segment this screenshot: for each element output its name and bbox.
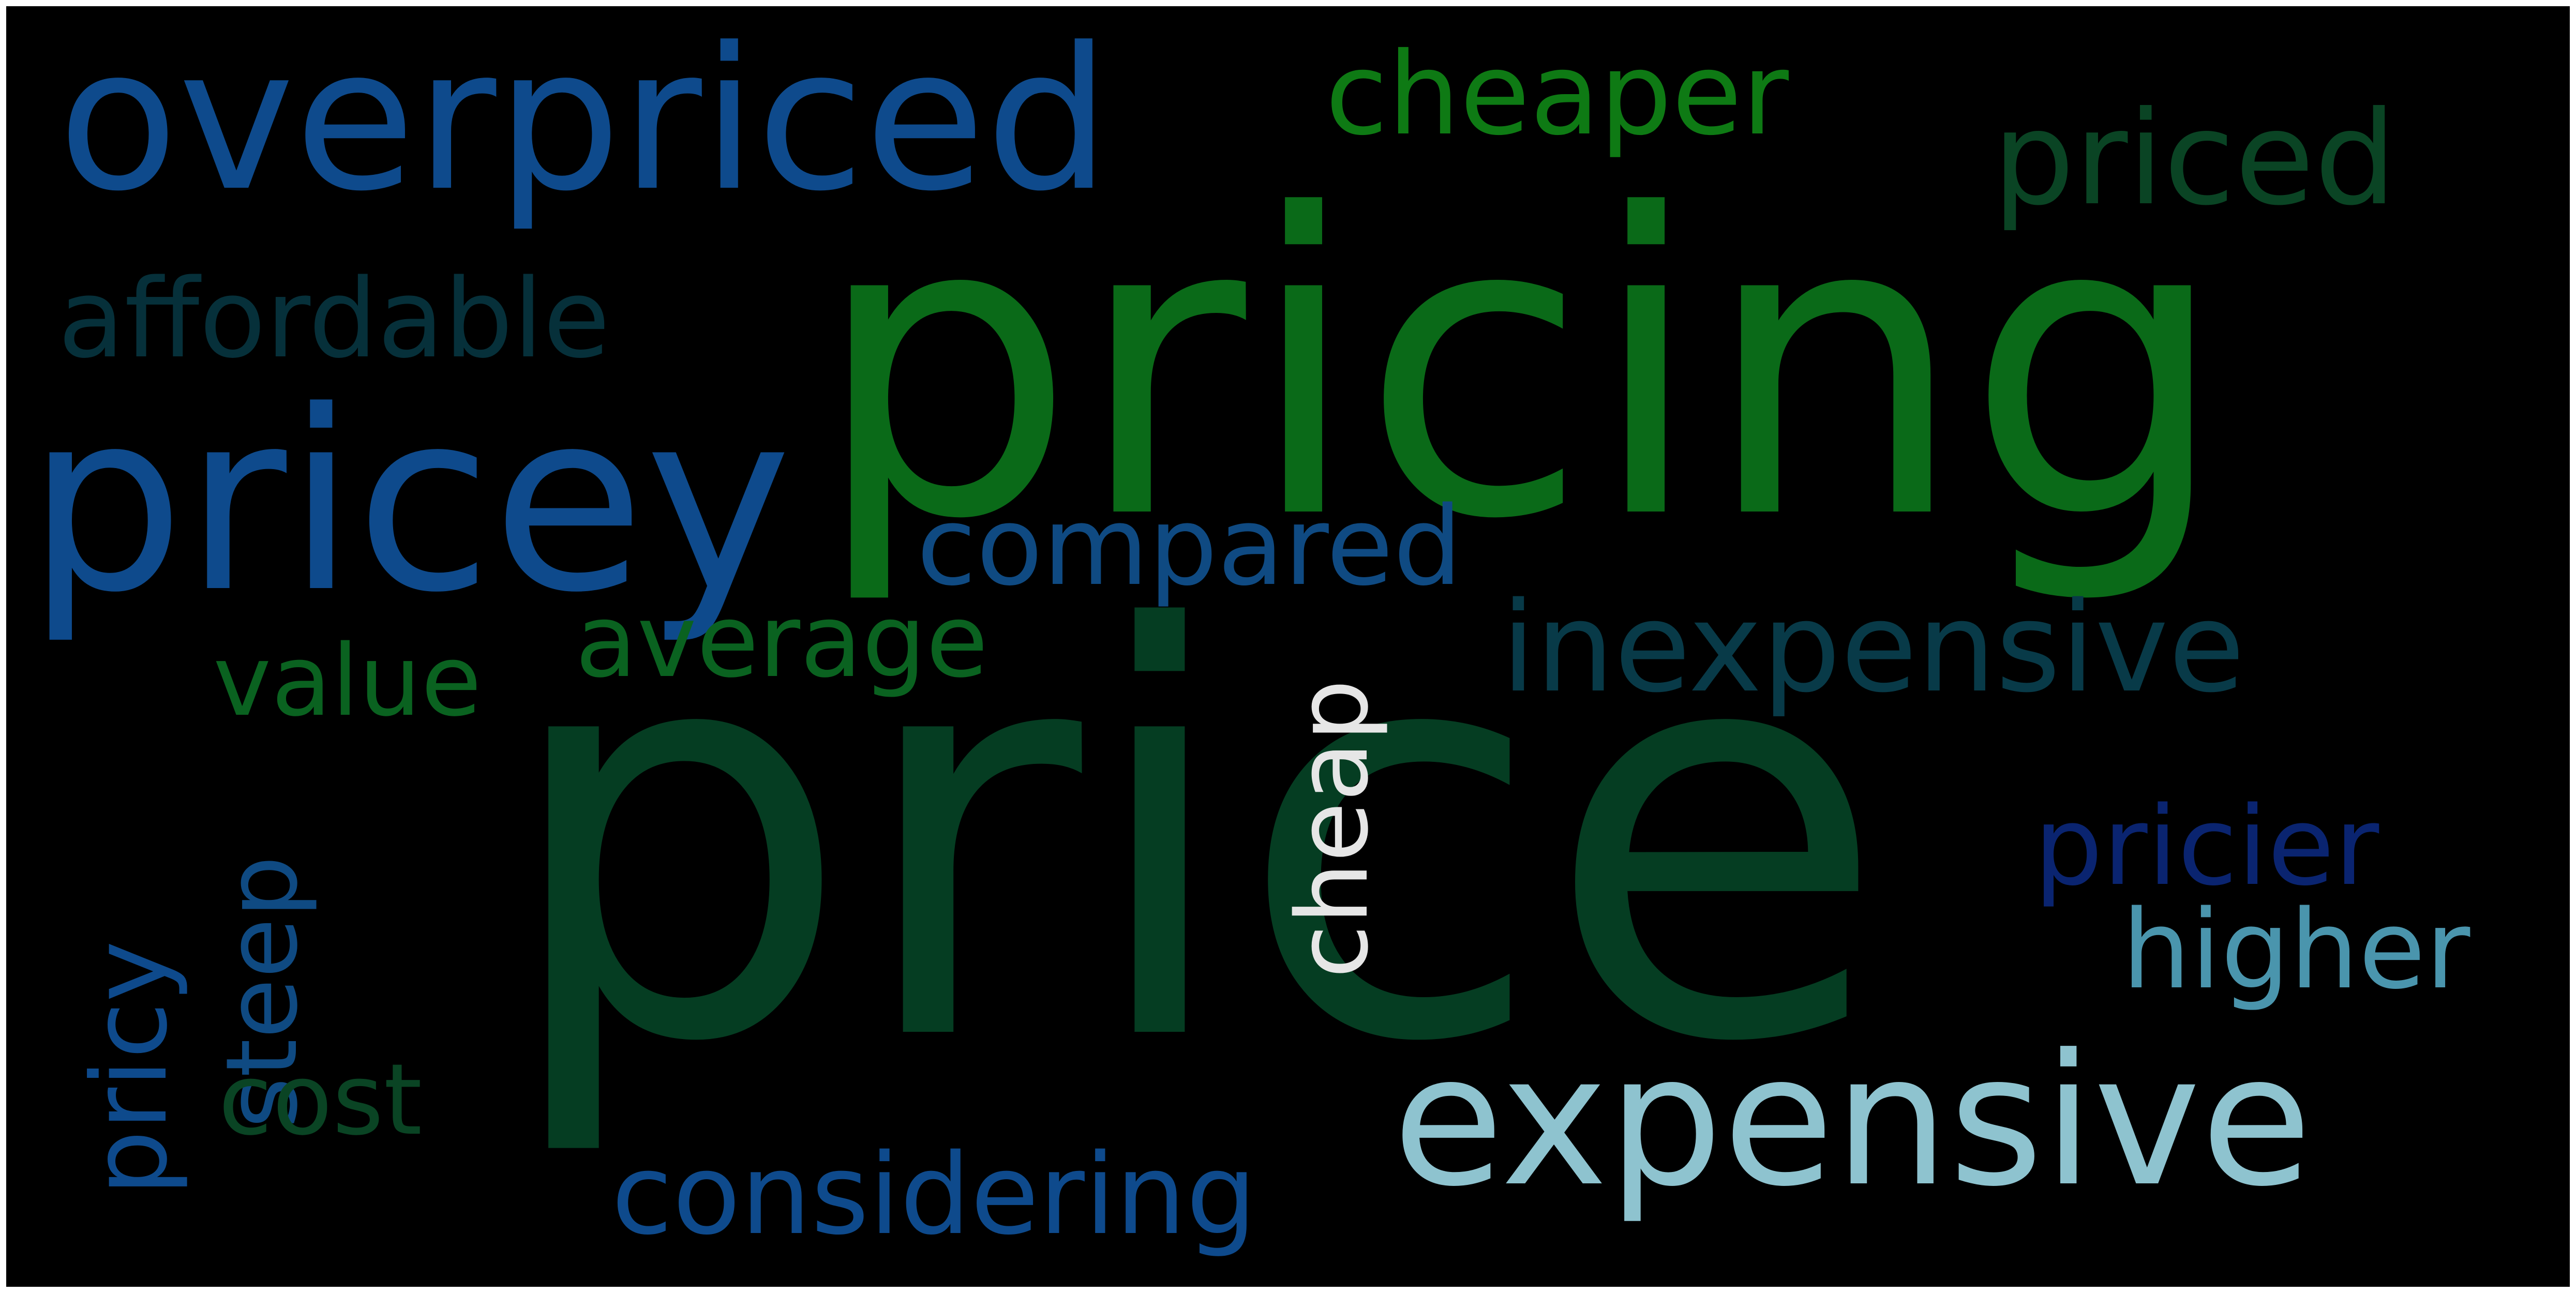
word-value: value <box>213 624 482 738</box>
word-pricier: pricier <box>2034 783 2379 910</box>
word-pricey: pricey <box>27 358 792 647</box>
word-affordable: affordable <box>58 255 610 382</box>
word-pricy: pricy <box>70 940 190 1196</box>
word-priced: priced <box>1993 83 2397 234</box>
word-cost: cost <box>218 1043 423 1157</box>
word-considering: considering <box>611 1130 1257 1259</box>
word-cheap: cheap <box>1276 679 1390 979</box>
word-expensive: expensive <box>1392 1015 2312 1226</box>
word-average: average <box>575 582 989 700</box>
word-price: price <box>498 514 1888 1164</box>
word-pricing: pricing <box>813 127 2228 609</box>
word-cheaper: cheaper <box>1325 28 1789 160</box>
word-cloud: price pricing overpriced pricey expensiv… <box>6 6 2570 1287</box>
word-inexpensive: inexpensive <box>1501 575 2245 720</box>
word-compared: compared <box>917 483 1462 610</box>
word-higher: higher <box>2122 886 2470 1013</box>
word-overpriced: overpriced <box>58 6 1111 234</box>
